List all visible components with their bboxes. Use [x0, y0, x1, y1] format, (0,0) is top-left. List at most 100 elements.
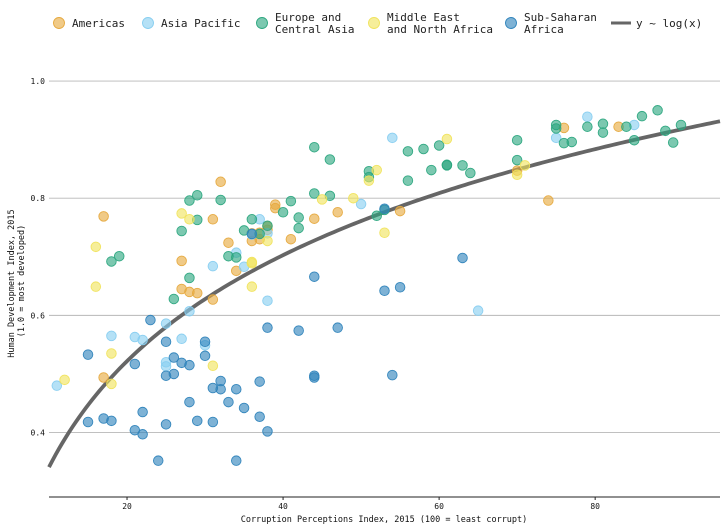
y-tick-label: 0.8	[31, 194, 46, 203]
series-europe-and-central-asia	[106, 105, 687, 305]
legend-marker	[505, 17, 517, 29]
point-sub-saharan-africa	[207, 416, 219, 428]
scatter-points	[51, 105, 687, 466]
point-sub-saharan-africa	[82, 349, 94, 360]
point-sub-saharan-africa	[394, 281, 406, 293]
point-sub-saharan-africa	[184, 396, 195, 408]
point-asia-pacific	[387, 132, 398, 144]
point-europe-and-central-asia	[309, 141, 320, 153]
x-tick-label: 20	[122, 502, 132, 511]
point-sub-saharan-africa	[160, 419, 172, 430]
point-europe-and-central-asia	[402, 146, 414, 157]
point-europe-and-central-asia	[597, 118, 609, 130]
point-europe-and-central-asia	[566, 136, 578, 148]
point-europe-and-central-asia	[113, 250, 125, 262]
point-sub-saharan-africa	[457, 252, 468, 264]
point-europe-and-central-asia	[184, 195, 195, 206]
point-sub-saharan-africa	[145, 314, 156, 326]
point-sub-saharan-africa	[254, 411, 265, 422]
point-europe-and-central-asia	[293, 212, 304, 223]
legend-label: y ~ log(x)	[636, 17, 702, 30]
point-sub-saharan-africa	[137, 429, 148, 440]
legend-item-asia-pacific: Asia Pacific	[142, 17, 240, 30]
point-middle-east-and-north-africa	[90, 241, 102, 253]
point-sub-saharan-africa	[129, 358, 141, 370]
point-europe-and-central-asia	[246, 214, 258, 225]
point-middle-east-and-north-africa	[348, 192, 359, 204]
point-europe-and-central-asia	[550, 123, 562, 134]
legend-marker	[53, 17, 65, 29]
point-asia-pacific	[184, 306, 195, 317]
point-europe-and-central-asia	[285, 195, 297, 207]
point-sub-saharan-africa	[184, 359, 195, 371]
legend-marker	[142, 17, 154, 29]
point-sub-saharan-africa	[379, 203, 390, 214]
point-sub-saharan-africa	[82, 416, 94, 428]
point-asia-pacific	[262, 295, 273, 306]
point-europe-and-central-asia	[277, 207, 289, 218]
point-asia-pacific	[207, 260, 219, 272]
gridlines	[49, 80, 720, 434]
y-axis-label-line-1: Human Development Index, 2015	[7, 209, 17, 357]
point-middle-east-and-north-africa	[176, 208, 187, 219]
point-middle-east-and-north-africa	[316, 194, 328, 205]
point-sub-saharan-africa	[254, 376, 265, 387]
point-europe-and-central-asia	[176, 225, 187, 237]
point-europe-and-central-asia	[184, 272, 195, 284]
point-middle-east-and-north-africa	[363, 175, 375, 186]
point-americas	[176, 255, 187, 267]
point-asia-pacific	[160, 361, 172, 372]
point-middle-east-and-north-africa	[379, 227, 390, 239]
point-europe-and-central-asia	[621, 121, 632, 132]
point-middle-east-and-north-africa	[371, 164, 382, 176]
point-asia-pacific	[176, 333, 187, 345]
point-europe-and-central-asia	[262, 220, 273, 231]
point-middle-east-and-north-africa	[106, 378, 117, 390]
point-europe-and-central-asia	[675, 119, 687, 131]
point-asia-pacific	[137, 334, 148, 346]
y-axis-label-line-2: (1.0 = most developed)	[17, 225, 27, 338]
x-tick-label: 40	[278, 502, 288, 511]
point-sub-saharan-africa	[379, 285, 390, 297]
point-europe-and-central-asia	[511, 134, 523, 146]
point-middle-east-and-north-africa	[106, 348, 117, 359]
point-europe-and-central-asia	[309, 188, 320, 199]
point-sub-saharan-africa	[168, 368, 180, 380]
point-sub-saharan-africa	[231, 455, 242, 466]
legend-marker	[368, 17, 380, 29]
point-middle-east-and-north-africa	[207, 360, 219, 372]
point-asia-pacific	[355, 198, 367, 210]
point-sub-saharan-africa	[199, 350, 211, 362]
point-europe-and-central-asia	[293, 222, 304, 234]
point-sub-saharan-africa	[106, 415, 117, 427]
point-europe-and-central-asia	[582, 121, 593, 132]
point-middle-east-and-north-africa	[511, 169, 523, 181]
point-europe-and-central-asia	[191, 190, 203, 201]
point-europe-and-central-asia	[231, 252, 242, 263]
point-americas	[207, 214, 219, 225]
point-asia-pacific	[106, 330, 117, 342]
point-sub-saharan-africa	[160, 336, 172, 347]
x-axis-label: Corruption Perceptions Index, 2015 (100 …	[241, 515, 528, 525]
point-sub-saharan-africa	[137, 406, 148, 418]
point-sub-saharan-africa	[168, 352, 180, 363]
point-asia-pacific	[51, 380, 63, 391]
point-sub-saharan-africa	[246, 228, 258, 240]
legend-label: Americas	[72, 17, 125, 30]
point-europe-and-central-asia	[465, 167, 476, 179]
point-middle-east-and-north-africa	[441, 133, 453, 145]
point-europe-and-central-asia	[106, 256, 117, 267]
point-europe-and-central-asia	[426, 164, 437, 176]
point-europe-and-central-asia	[433, 140, 445, 151]
legend-label: Europe and	[275, 11, 341, 24]
legend-label: Sub-Saharan	[524, 11, 597, 24]
point-americas	[191, 287, 203, 299]
y-tick-label: 1.0	[31, 77, 46, 86]
point-sub-saharan-africa	[309, 271, 320, 282]
point-sub-saharan-africa	[199, 336, 211, 347]
point-europe-and-central-asia	[628, 134, 640, 146]
